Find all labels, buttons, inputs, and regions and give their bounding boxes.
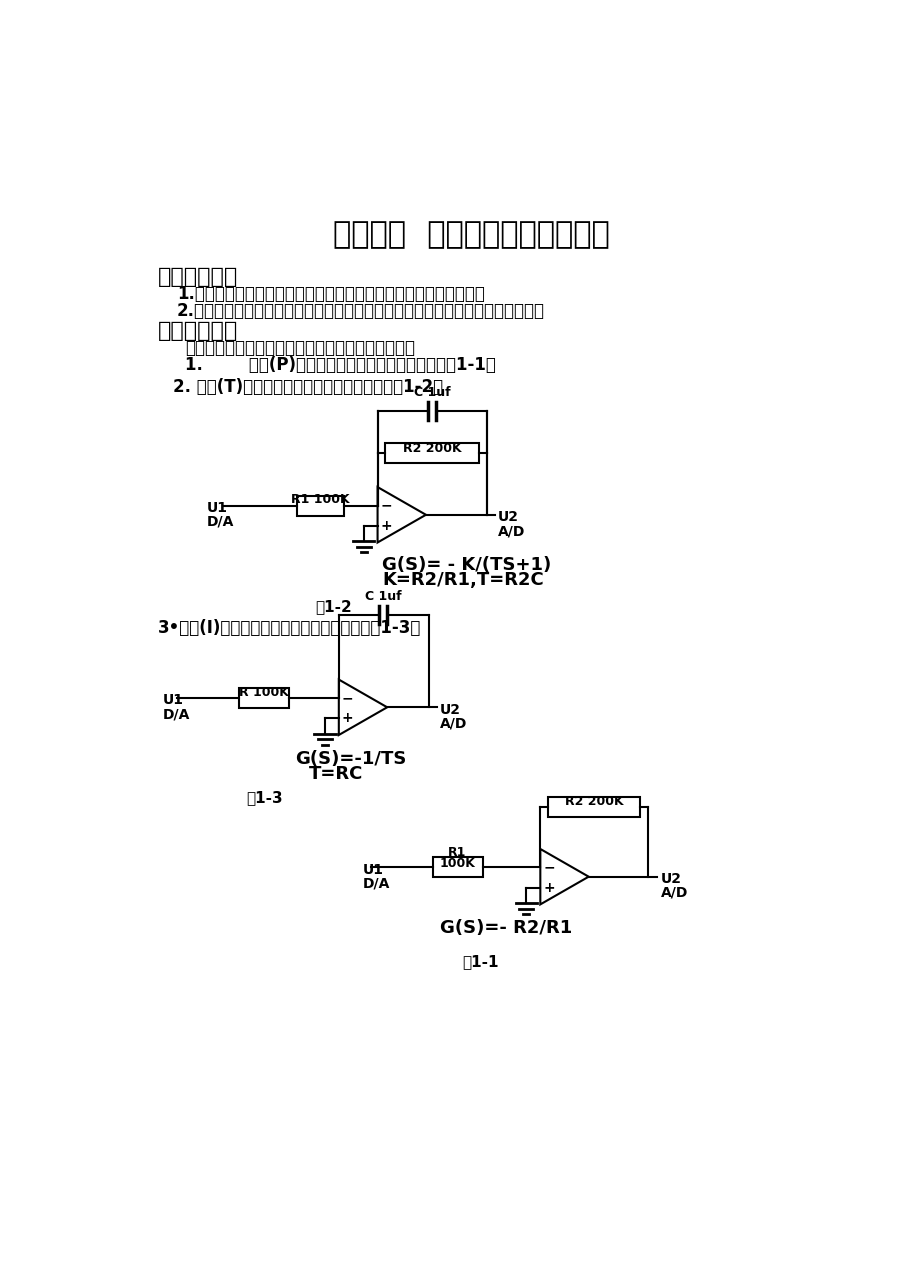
Text: +: + xyxy=(380,519,391,533)
Text: 2. 惯性(T)环节的模拟电路及其传递函数示于图1-2。: 2. 惯性(T)环节的模拟电路及其传递函数示于图1-2。 xyxy=(173,377,443,396)
Bar xyxy=(239,688,289,708)
Text: +: + xyxy=(542,880,554,894)
Text: 1.        比例(P)环节的模拟电路及其传递函数示于图1-1。: 1. 比例(P)环节的模拟电路及其传递函数示于图1-1。 xyxy=(185,357,495,375)
Text: D/A: D/A xyxy=(206,515,233,529)
Text: R2 200K: R2 200K xyxy=(403,442,460,455)
Text: R1: R1 xyxy=(448,846,466,859)
Text: G(S)=-1/TS: G(S)=-1/TS xyxy=(294,749,405,768)
Text: A/D: A/D xyxy=(660,885,687,899)
Bar xyxy=(548,798,640,818)
Text: 搭建下述典型环节的模拟电路，并测量其阶跃响应。: 搭建下述典型环节的模拟电路，并测量其阶跃响应。 xyxy=(185,339,414,357)
Text: −: − xyxy=(542,860,554,874)
Text: 图1-1: 图1-1 xyxy=(461,954,498,968)
Text: −: − xyxy=(341,691,353,705)
Text: U2: U2 xyxy=(439,703,460,717)
Bar xyxy=(297,496,344,516)
Text: 图1-2: 图1-2 xyxy=(314,600,351,614)
Bar xyxy=(432,857,482,878)
Text: 100K: 100K xyxy=(439,856,475,870)
Text: 预备实验  典型环节及其阶跃响应: 预备实验 典型环节及其阶跃响应 xyxy=(333,220,609,250)
Text: C 1uf: C 1uf xyxy=(365,590,401,603)
Text: 一、实验目的: 一、实验目的 xyxy=(157,266,238,287)
Bar xyxy=(385,443,479,464)
Text: U1: U1 xyxy=(163,693,184,707)
Text: K=R2/R1,T=R2C: K=R2/R1,T=R2C xyxy=(382,571,543,589)
Text: U2: U2 xyxy=(660,873,681,885)
Text: U2: U2 xyxy=(497,510,518,524)
Text: 2.学习典型环节阶跃响应测量方法，并学会由阶跃响应曲线计算典型环节传递函数: 2.学习典型环节阶跃响应测量方法，并学会由阶跃响应曲线计算典型环节传递函数 xyxy=(176,302,544,320)
Text: 图1-3: 图1-3 xyxy=(246,790,283,805)
Text: C 1uf: C 1uf xyxy=(414,386,449,399)
Text: R1 100K: R1 100K xyxy=(290,493,349,506)
Text: A/D: A/D xyxy=(439,716,467,730)
Text: R 100K: R 100K xyxy=(239,685,289,698)
Text: D/A: D/A xyxy=(363,877,390,891)
Text: +: + xyxy=(341,711,353,725)
Text: 3•积分(I)环节的模拟电路及其传递函数示于图1-3。: 3•积分(I)环节的模拟电路及其传递函数示于图1-3。 xyxy=(157,619,421,637)
Text: 1.学习构成典型环节的模拟电路，了解电路参数对环节特性的影响。: 1.学习构成典型环节的模拟电路，了解电路参数对环节特性的影响。 xyxy=(176,285,484,303)
Text: U1: U1 xyxy=(206,501,227,515)
Text: U1: U1 xyxy=(363,862,383,877)
Text: G(S)= - K/(TS+1): G(S)= - K/(TS+1) xyxy=(382,555,551,573)
Text: T=RC: T=RC xyxy=(309,764,363,784)
Text: 二、实验内容: 二、实验内容 xyxy=(157,321,238,340)
Text: A/D: A/D xyxy=(497,524,525,538)
Text: −: − xyxy=(380,498,391,512)
Text: G(S)=- R2/R1: G(S)=- R2/R1 xyxy=(440,919,573,938)
Text: D/A: D/A xyxy=(163,707,190,721)
Text: R2 200K: R2 200K xyxy=(564,795,622,808)
